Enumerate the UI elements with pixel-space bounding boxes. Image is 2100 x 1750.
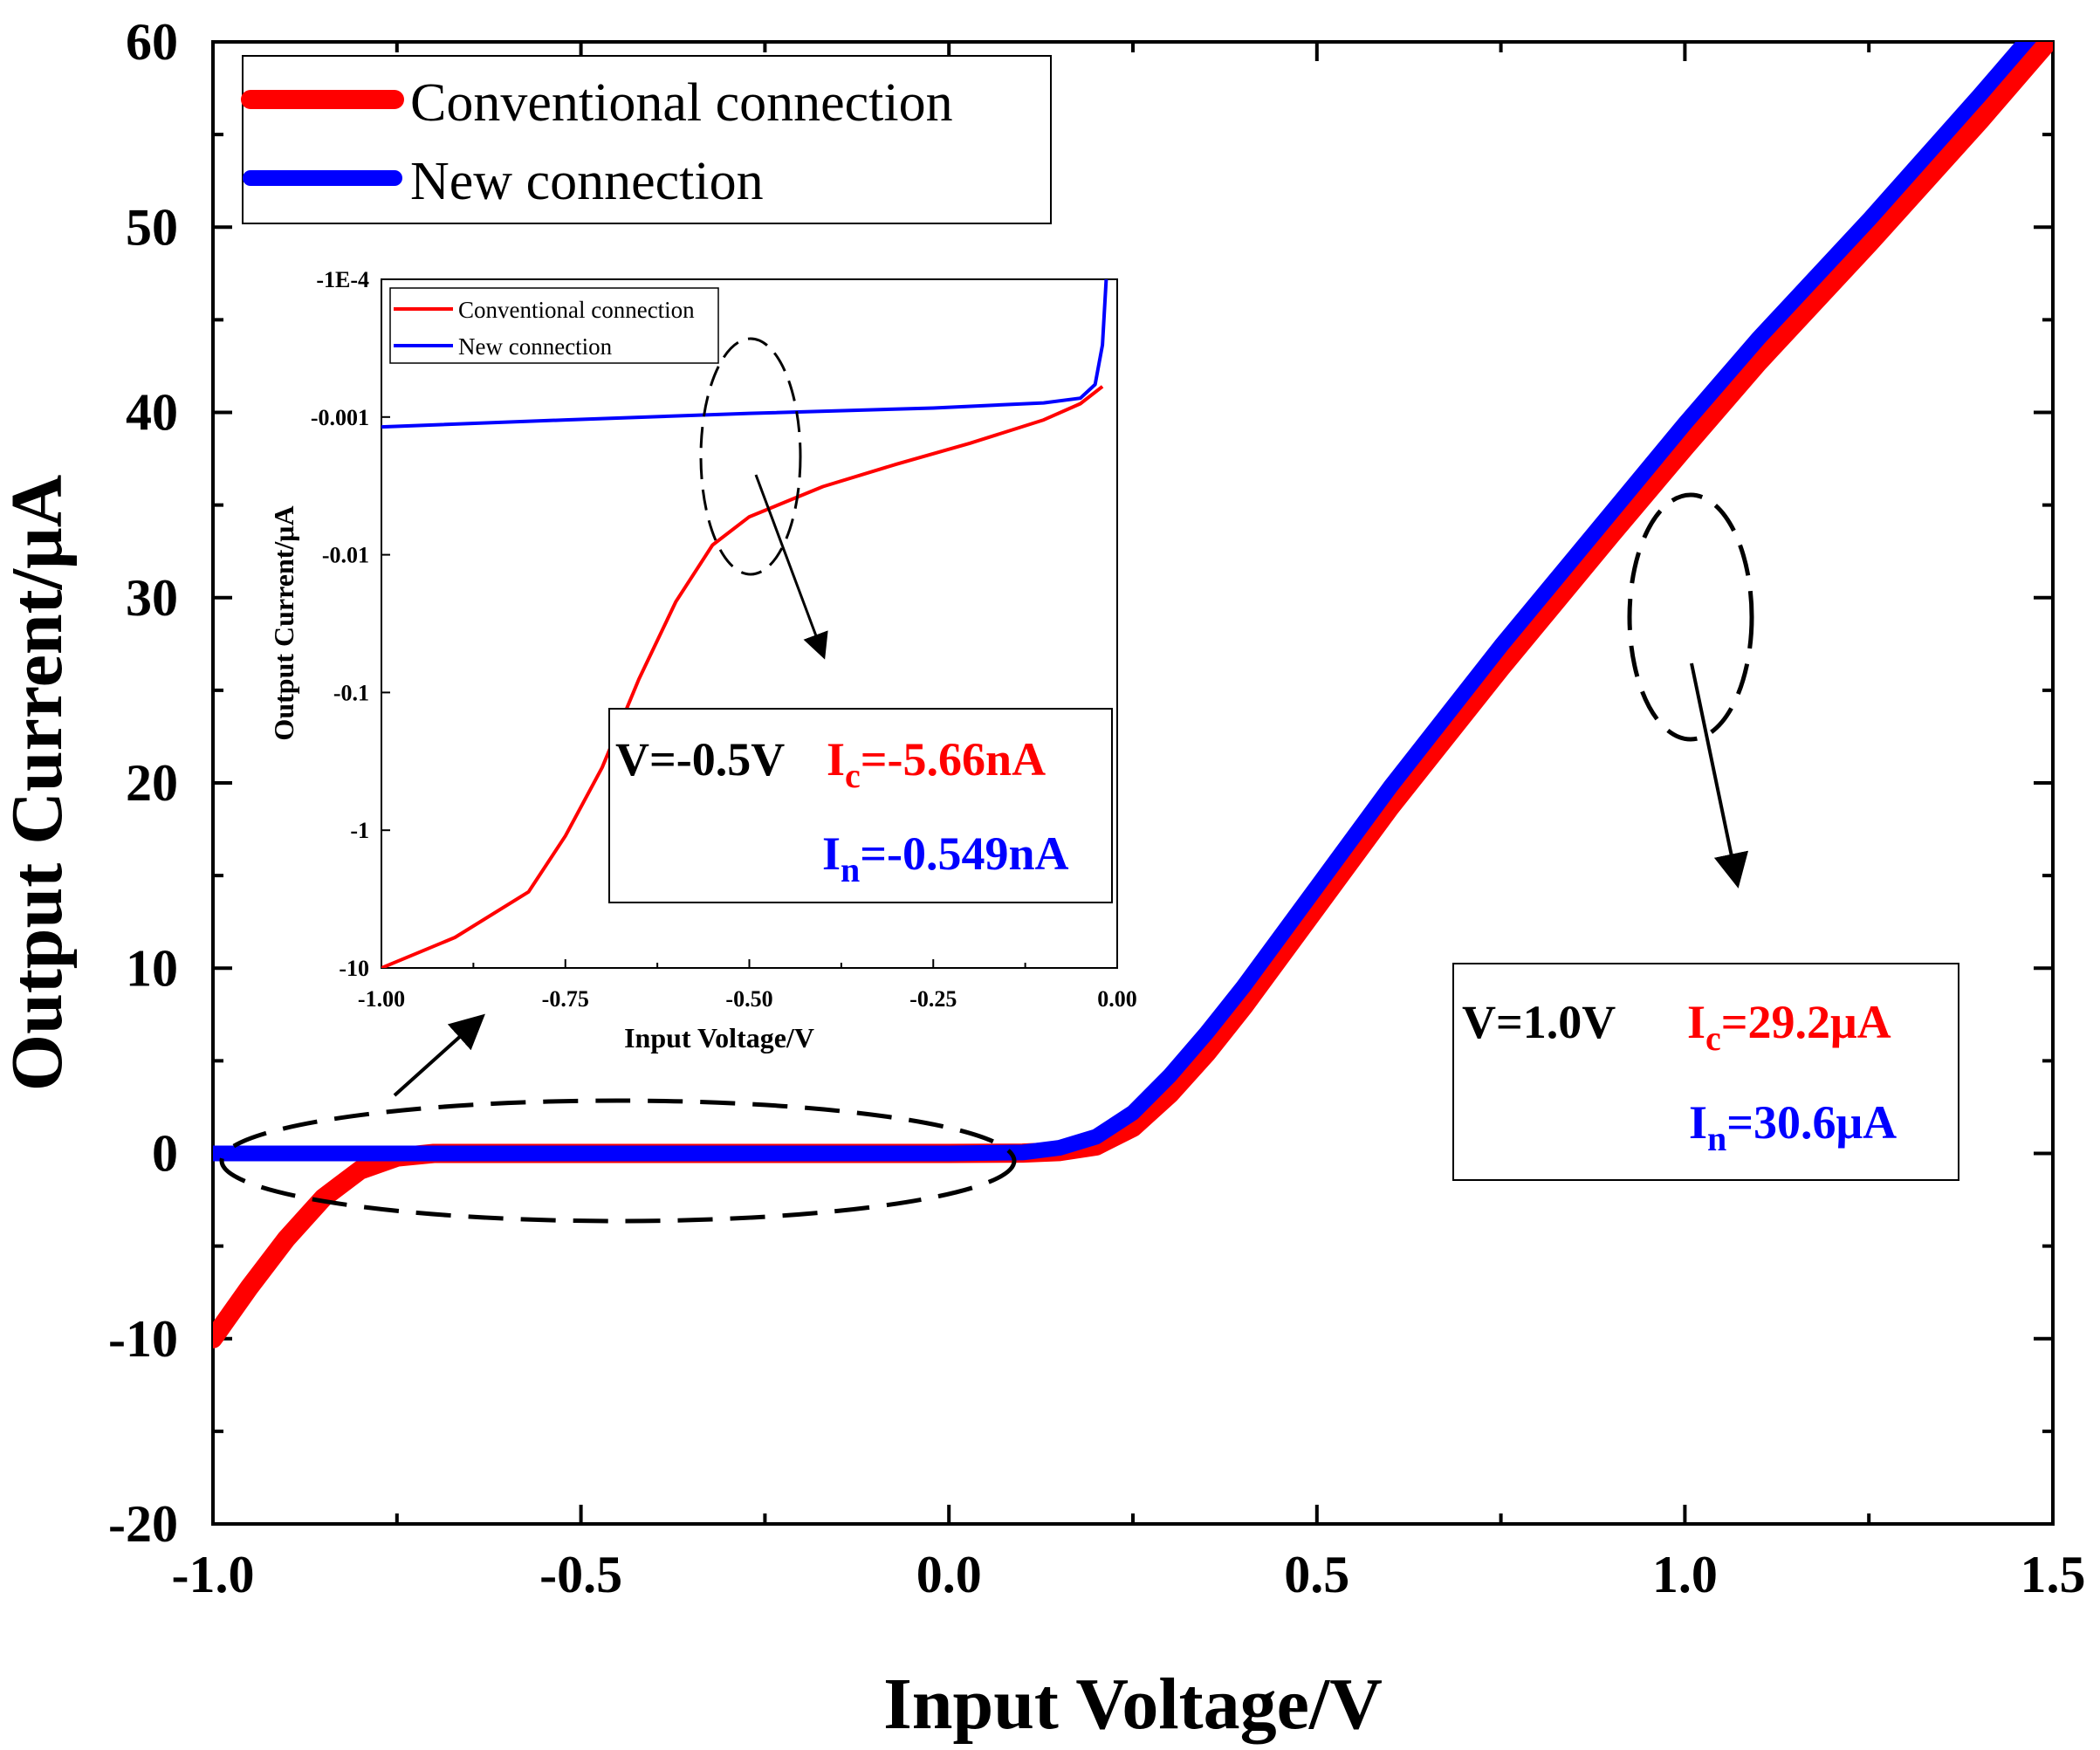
main-series-conventional-line — [213, 42, 2053, 1349]
inset-legend-label-conventional: Conventional connection — [458, 297, 695, 323]
main-ic-sub: c — [1705, 1019, 1721, 1058]
inset-x-axis-title: Input Voltage/V — [624, 1022, 814, 1053]
inset-y-tick-label: -0.01 — [322, 543, 369, 568]
main-x-tick-label: -0.5 — [539, 1546, 622, 1603]
main-x-tick-label: 1.0 — [1652, 1546, 1718, 1603]
inset-annotation-ic: Ic=-5.66nA — [827, 733, 1046, 795]
inset-x-tick-label: -0.50 — [725, 986, 772, 1012]
main-y-ticks: -20 -10 0 10 20 30 40 50 60 — [108, 13, 2053, 1553]
inset-y-tick-label: -1 — [350, 818, 369, 843]
inset-y-axis-title: Output Current/μA — [268, 505, 299, 740]
inset-legend: Conventional connection New connection — [389, 287, 719, 364]
main-x-ticks: -1.0 -0.5 0.0 0.5 1.0 1.5 — [172, 42, 2086, 1603]
inset-series-new-line — [381, 279, 1108, 429]
inset-ic-sub: c — [845, 756, 861, 795]
inset-ic-prefix: I — [827, 733, 845, 786]
main-legend-box — [242, 55, 1052, 224]
main-x-tick-label: 1.5 — [2021, 1546, 2086, 1603]
main-y-axis-title: Output Current/μA — [0, 474, 78, 1091]
inset-x-tick-label: 0.00 — [1097, 986, 1137, 1012]
main-y-tick-label: -20 — [108, 1495, 178, 1553]
inset-highlight-ellipse — [699, 337, 802, 576]
main-plot: -1.0 -0.5 0.0 0.5 1.0 1.5 -20 -10 0 10 20 30 40 50 60… — [0, 13, 2086, 1745]
inset-x-ticks: -1.00 -0.75 -0.50 -0.25 0.00 — [358, 959, 1137, 1012]
inset-annotation-in: In=-0.549nA — [822, 827, 1069, 889]
inset-pointer-arrow — [393, 1013, 485, 1097]
inset-in-sub: n — [841, 850, 860, 889]
main-annotation: V=1.0V Ic=29.2μA In=30.6μA — [1452, 963, 1959, 1181]
main-x-tick-label: 0.0 — [916, 1546, 982, 1603]
main-annotation-box — [1452, 963, 1959, 1181]
main-in-value: =30.6μA — [1726, 1096, 1897, 1149]
one-volt-highlight-ellipse — [1627, 492, 1754, 742]
inset-plot: -1.00 -0.75 -0.50 -0.25 0.00 -10-1-0.1-0.01-… — [268, 267, 1137, 1053]
main-y-tick-label: 10 — [126, 939, 178, 997]
inset-y-tick-label: -1E-4 — [316, 267, 369, 292]
main-legend-label-new: New connection — [410, 152, 764, 211]
inset-x-tick-label: -0.25 — [909, 986, 957, 1012]
main-series-new-line — [213, 42, 2036, 1162]
main-y-tick-label: 20 — [126, 754, 178, 812]
main-y-tick-label: 40 — [126, 384, 178, 442]
inset-annotation: V=-0.5V Ic=-5.66nA In=-0.549nA — [608, 708, 1113, 903]
main-legend: Conventional connection New connection — [241, 55, 1052, 224]
inset-y-ticks: -10 -1 -0.1 -0.01 -0.001 -1E-4 — [311, 267, 390, 981]
inset-x-tick-label: -1.00 — [358, 986, 405, 1012]
main-y-tick-label: 50 — [126, 198, 178, 256]
inset-y-tick-label: -10 — [339, 956, 369, 981]
inset-annotation-voltage: V=-0.5V — [615, 733, 785, 786]
main-in-prefix: I — [1689, 1096, 1707, 1149]
inset-pointer-arrow-down — [754, 474, 828, 660]
inset-in-prefix: I — [822, 827, 841, 880]
main-y-tick-label: 60 — [126, 13, 178, 71]
inset-x-tick-label: -0.75 — [542, 986, 589, 1012]
inset-series-conventional-line — [381, 385, 1104, 968]
one-volt-pointer-arrow — [1690, 662, 1749, 889]
main-x-tick-label: -1.0 — [172, 1546, 255, 1603]
main-y-tick-label: -10 — [108, 1310, 178, 1368]
inset-ic-value: =-5.66nA — [861, 733, 1046, 786]
main-y-tick-label: 30 — [126, 569, 178, 627]
inset-y-tick-label: -0.1 — [333, 680, 369, 705]
main-annotation-voltage: V=1.0V — [1462, 996, 1616, 1048]
main-legend-label-conventional: Conventional connection — [410, 73, 953, 133]
main-x-tick-label: 0.5 — [1284, 1546, 1349, 1603]
inset-y-tick-label: -0.001 — [311, 405, 369, 430]
inset-in-value: =-0.549nA — [860, 827, 1068, 880]
main-y-tick-label: 0 — [152, 1125, 178, 1183]
main-in-sub: n — [1707, 1119, 1726, 1158]
main-ic-value: =29.2μA — [1721, 996, 1891, 1048]
inset-legend-box — [389, 287, 719, 364]
inset-annotation-box — [608, 708, 1113, 903]
main-annotation-in: In=30.6μA — [1689, 1096, 1897, 1158]
inset-legend-label-new: New connection — [458, 333, 613, 360]
main-ic-prefix: I — [1687, 996, 1705, 1048]
main-x-axis-title: Input Voltage/V — [883, 1664, 1383, 1745]
main-annotation-ic: Ic=29.2μA — [1687, 996, 1891, 1058]
low-voltage-highlight-ellipse — [219, 1098, 1017, 1224]
